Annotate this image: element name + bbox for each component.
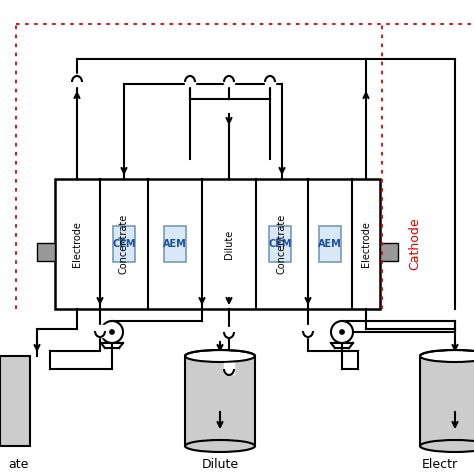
Text: AEM: AEM <box>318 239 342 249</box>
Text: CEM: CEM <box>112 239 136 249</box>
Bar <box>185 356 255 446</box>
Ellipse shape <box>185 440 255 452</box>
Bar <box>37 243 55 261</box>
Bar <box>420 356 474 446</box>
Ellipse shape <box>420 440 474 452</box>
Ellipse shape <box>420 350 474 362</box>
Bar <box>113 226 135 262</box>
Circle shape <box>101 321 123 343</box>
Bar <box>0 356 30 446</box>
Text: CEM: CEM <box>268 239 292 249</box>
Circle shape <box>331 321 353 343</box>
Bar <box>269 226 291 262</box>
Text: Dilute: Dilute <box>201 457 238 471</box>
Text: AEM: AEM <box>163 239 187 249</box>
Bar <box>380 243 398 261</box>
Text: Electrode: Electrode <box>361 221 371 267</box>
Text: Electrode: Electrode <box>72 221 82 267</box>
Bar <box>319 226 341 262</box>
Ellipse shape <box>185 350 255 362</box>
Circle shape <box>109 329 115 335</box>
Text: Concentrate: Concentrate <box>277 214 287 274</box>
Text: Electr: Electr <box>422 457 458 471</box>
Text: Concentrate: Concentrate <box>119 214 129 274</box>
Circle shape <box>339 329 345 335</box>
Text: ate: ate <box>8 457 28 471</box>
Bar <box>55 179 380 309</box>
Text: Cathode: Cathode <box>409 218 421 270</box>
Text: Dilute: Dilute <box>224 229 234 259</box>
Bar <box>164 226 186 262</box>
